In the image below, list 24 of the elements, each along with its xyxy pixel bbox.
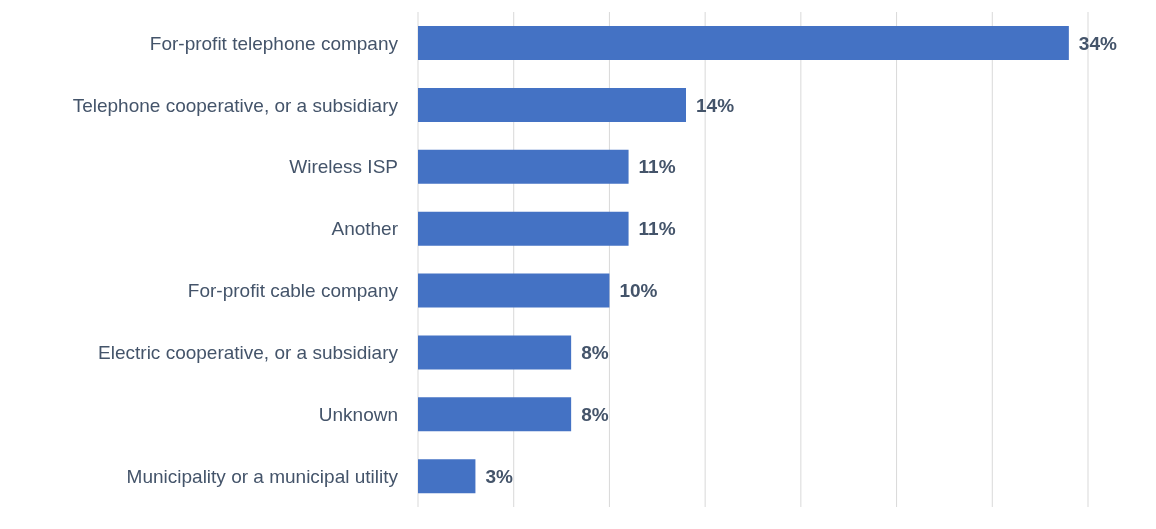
data-label: 3% [485, 465, 513, 487]
y-tick-label: For-profit cable company [187, 280, 399, 302]
data-label: 10% [619, 280, 658, 302]
bar [418, 397, 572, 432]
bar [418, 459, 476, 494]
data-label: 14% [696, 94, 735, 116]
y-tick-label: Telephone cooperative, or a subsidiary [72, 94, 399, 116]
data-label: 34% [1078, 32, 1117, 54]
data-label: 8% [581, 403, 609, 425]
data-label: 8% [581, 342, 609, 364]
data-label: 11% [638, 218, 676, 240]
bar [418, 149, 629, 184]
data-label: 11% [638, 156, 676, 178]
bar [418, 26, 1069, 60]
bar [418, 273, 610, 308]
y-tick-label: Wireless ISP [289, 156, 398, 178]
y-tick-label: Electric cooperative, or a subsidiary [98, 342, 399, 364]
bar [418, 211, 629, 246]
bar [418, 87, 686, 122]
y-tick-label: Another [331, 218, 399, 240]
bar [418, 335, 572, 370]
y-tick-label: Municipality or a municipal utility [126, 465, 399, 487]
y-tick-label: Unknown [318, 403, 398, 425]
y-tick-label: For-profit telephone company [149, 32, 399, 54]
